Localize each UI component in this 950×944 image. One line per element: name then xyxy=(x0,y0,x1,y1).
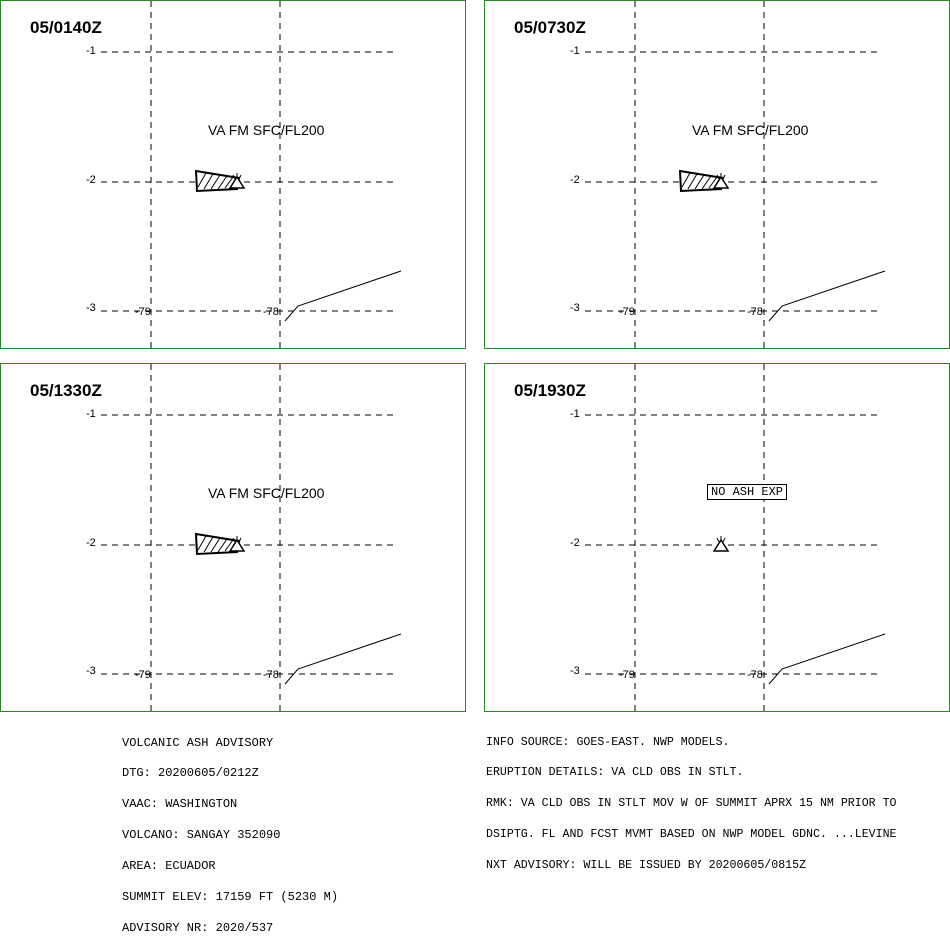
advisory-line: DSIPTG. FL AND FCST MVMT BASED ON NWP MO… xyxy=(486,828,897,842)
panel-time-title: 05/1330Z xyxy=(30,381,102,400)
lat-tick-label: -3 xyxy=(86,665,96,677)
lon-tick-label: -78 xyxy=(747,669,763,681)
lon-grid xyxy=(150,364,281,713)
volcano-icon xyxy=(712,536,730,552)
lon-tick-label: -78 xyxy=(263,306,279,318)
lat-tick-label: -3 xyxy=(570,302,580,314)
lat-tick-label: -1 xyxy=(570,45,580,57)
lat-tick-label: -1 xyxy=(570,408,580,420)
volcano-icon xyxy=(228,173,246,189)
lat-grid xyxy=(585,414,880,675)
advisory-line: VOLCANIC ASH ADVISORY xyxy=(122,735,274,750)
lon-grid xyxy=(634,364,765,713)
lon-tick-label: -78 xyxy=(263,669,279,681)
volcano-icon xyxy=(712,173,730,189)
volcano-icon xyxy=(228,536,246,552)
map-panel-1: 05/0140Z VA FM SFC/FL200 -1 -2 -3 -79 -7… xyxy=(0,0,466,350)
advisory-line: NXT ADVISORY: WILL BE ISSUED BY 20200605… xyxy=(486,859,807,873)
advisory-line: INFO SOURCE: GOES-EAST. NWP MODELS. xyxy=(486,735,730,749)
panel-time-title: 05/1930Z xyxy=(514,381,586,400)
lon-grid xyxy=(150,1,281,350)
advisory-line: SUMMIT ELEV: 17159 FT (5230 M) xyxy=(122,890,339,905)
advisory-remarks-block: INFO SOURCE: GOES-EAST. NWP MODELS. ERUP… xyxy=(486,717,897,882)
lon-tick-label: -79 xyxy=(135,669,151,681)
lon-tick-label: -79 xyxy=(619,669,635,681)
coastline xyxy=(284,633,402,685)
advisory-line: ADVISORY NR: 2020/537 xyxy=(122,920,274,935)
lon-tick-label: -79 xyxy=(135,306,151,318)
map-graphics xyxy=(101,1,402,350)
lat-grid xyxy=(101,414,396,675)
coastline xyxy=(284,270,402,322)
ash-cloud-polygon xyxy=(194,532,241,556)
coastline xyxy=(768,270,886,322)
ash-cloud-polygon xyxy=(678,169,725,193)
lat-tick-label: -1 xyxy=(86,408,96,420)
lon-tick-label: -79 xyxy=(619,306,635,318)
lat-grid xyxy=(585,51,880,312)
ash-cloud-label: VA FM SFC/FL200 xyxy=(208,122,325,138)
map-graphics xyxy=(585,364,886,713)
ash-cloud-label: VA FM SFC/FL200 xyxy=(692,122,809,138)
advisory-line: DTG: 20200605/0212Z xyxy=(122,766,259,781)
advisory-line: RMK: VA CLD OBS IN STLT MOV W OF SUMMIT … xyxy=(486,797,897,811)
advisory-line: ERUPTION DETAILS: VA CLD OBS IN STLT. xyxy=(486,766,744,780)
advisory-line: VOLCANO: SANGAY 352090 xyxy=(122,828,281,843)
lat-tick-label: -1 xyxy=(86,45,96,57)
lat-grid xyxy=(101,51,396,312)
map-graphics xyxy=(585,1,886,350)
lat-tick-label: -2 xyxy=(570,174,580,186)
coastline xyxy=(768,633,886,685)
lat-tick-label: -2 xyxy=(86,537,96,549)
map-panel-3: 05/1330Z VA FM SFC/FL200 -1 -2 -3 -79 -7… xyxy=(0,363,466,713)
no-ash-label: NO ASH EXP xyxy=(707,484,788,500)
panel-time-title: 05/0140Z xyxy=(30,18,102,37)
advisory-header-block: VOLCANIC ASH ADVISORY DTG: 20200605/0212… xyxy=(122,717,338,944)
map-panel-4: 05/1930Z NO ASH EXP -1 -2 -3 -79 -78 xyxy=(484,363,950,713)
lat-tick-label: -3 xyxy=(570,665,580,677)
lon-grid xyxy=(634,1,765,350)
advisory-line: AREA: ECUADOR xyxy=(122,859,216,874)
ash-cloud-label: VA FM SFC/FL200 xyxy=(208,485,325,501)
advisory-line: VAAC: WASHINGTON xyxy=(122,797,238,812)
lat-tick-label: -3 xyxy=(86,302,96,314)
panel-time-title: 05/0730Z xyxy=(514,18,586,37)
lon-tick-label: -78 xyxy=(747,306,763,318)
lat-tick-label: -2 xyxy=(86,174,96,186)
map-graphics xyxy=(101,364,402,713)
map-panel-2: 05/0730Z VA FM SFC/FL200 -1 -2 -3 -79 -7… xyxy=(484,0,950,350)
lat-tick-label: -2 xyxy=(570,537,580,549)
